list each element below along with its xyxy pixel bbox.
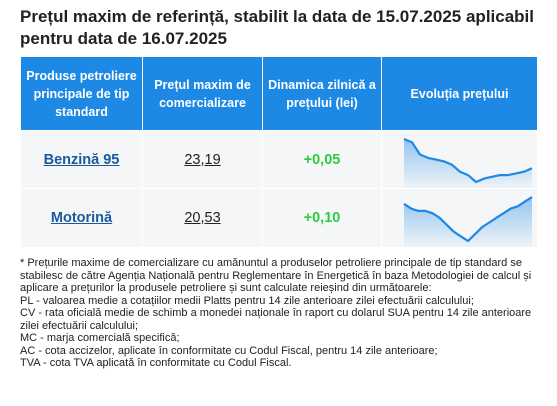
product-link-benzina-95[interactable]: Benzină 95 [43, 151, 120, 168]
sparkline-area [404, 197, 532, 247]
notes-intro: * Prețurile maxime de comercializare cu … [20, 257, 535, 294]
price-cell: 20,53 [142, 188, 263, 248]
note-pl: PL - valoarea medie a cotațiilor medii P… [20, 294, 474, 307]
note-mc: MC - marja comercială specifică; [20, 332, 180, 344]
column-header-max-price: Prețul maxim de comercializare [142, 56, 263, 131]
table-row: Motorină 20,53 +0,10 [20, 188, 538, 248]
sparkline-cell [381, 188, 538, 248]
column-header-daily-dynamic: Dinamica zilnică a prețului (lei) [262, 56, 382, 131]
dynamic-cell: +0,05 [262, 130, 382, 189]
table-row: Benzină 95 23,19 +0,05 [20, 130, 538, 189]
daily-dynamic-value: +0,10 [303, 210, 341, 226]
price-sparkline-benzina-95 [403, 137, 533, 188]
column-header-product: Produse petroliere principale de tip sta… [20, 56, 143, 131]
price-sparkline-motorina [403, 196, 533, 247]
dynamic-cell: +0,10 [262, 188, 382, 248]
sparkline-cell [381, 130, 538, 189]
product-cell: Motorină [20, 188, 143, 248]
table-header-row: Produse petroliere principale de tip sta… [20, 56, 538, 131]
note-tva: TVA - cota TVA aplicată în conformitate … [20, 357, 292, 369]
daily-dynamic-value: +0,05 [303, 151, 341, 168]
sparkline-area [404, 139, 532, 188]
page-title: Prețul maxim de referință, stabilit la d… [20, 7, 535, 48]
sparkline-line [403, 196, 533, 243]
methodology-notes: * Prețurile maxime de comercializare cu … [20, 257, 540, 370]
note-ac: AC - cota accizelor, aplicate în conform… [20, 344, 438, 357]
note-cv: CV - rata oficială medie de schimb a mon… [20, 307, 535, 332]
fuel-price-table: Produse petroliere principale de tip sta… [20, 56, 538, 248]
price-cell: 23,19 [142, 130, 263, 189]
max-price-value: 23,19 [184, 151, 221, 168]
product-link-motorina[interactable]: Motorină [50, 210, 113, 226]
column-header-price-evolution: Evoluția prețului [381, 56, 538, 131]
sparkline-line [403, 137, 533, 184]
product-cell: Benzină 95 [20, 130, 143, 189]
max-price-value: 20,53 [184, 210, 221, 226]
